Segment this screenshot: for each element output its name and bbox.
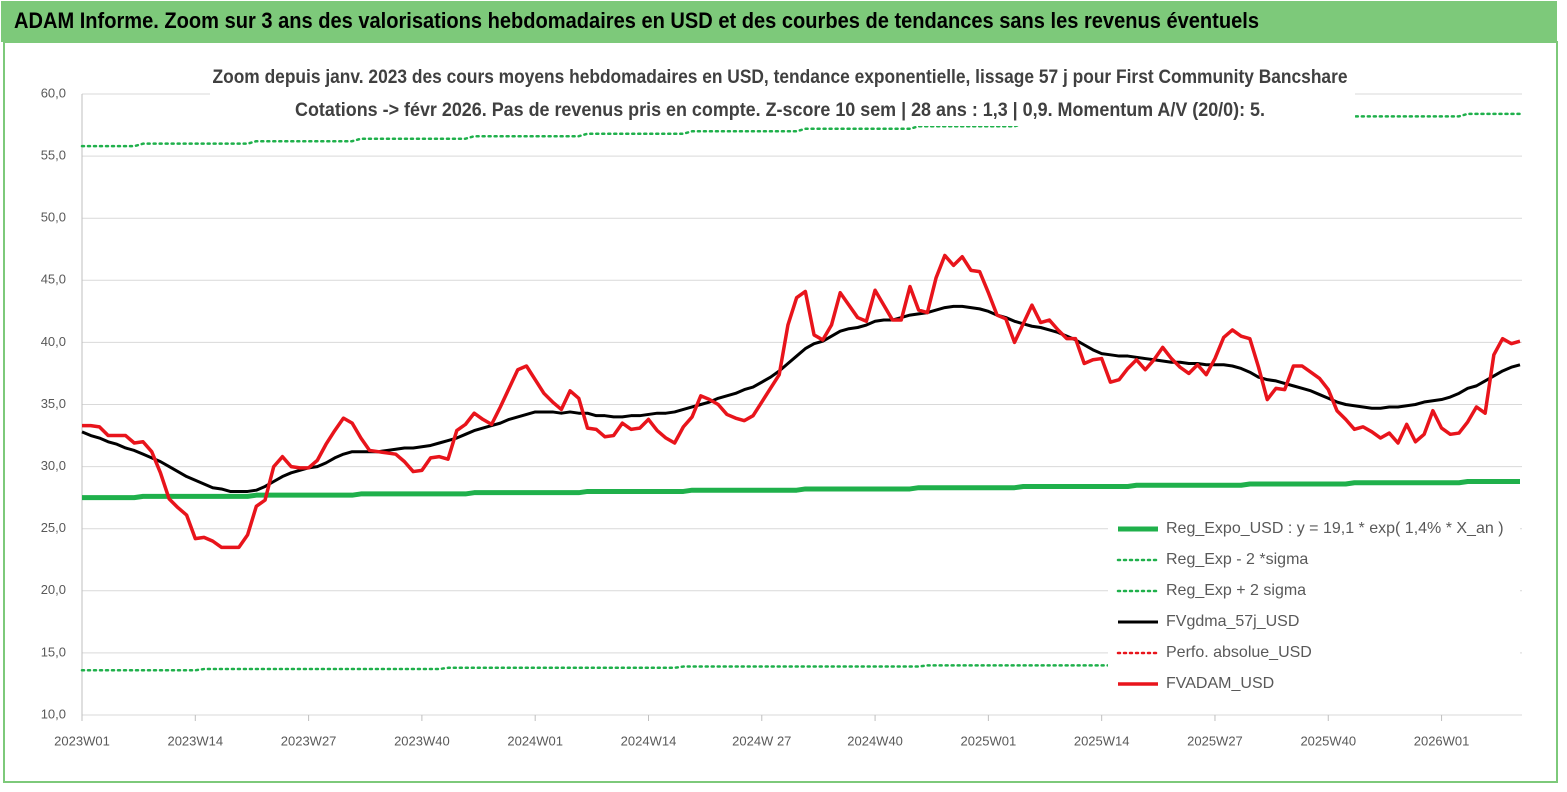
x-tick-label: 2024W 27 [732, 733, 791, 748]
x-tick-label: 2023W01 [54, 733, 110, 748]
x-tick-label: 2026W01 [1414, 733, 1470, 748]
overlay: Zoom depuis janv. 2023 des cours moyens … [210, 62, 1520, 698]
plot-lines [80, 112, 1522, 672]
legend-label: FVADAM_USD [1166, 675, 1274, 692]
y-tick-label: 30,0 [41, 458, 66, 473]
subtitle: Cotations -> févr 2026. Pas de revenus p… [295, 100, 1265, 121]
x-tick-label: 2025W14 [1074, 733, 1130, 748]
x-tick-label: 2024W01 [507, 733, 563, 748]
series-line [82, 253, 1521, 550]
legend: Reg_Expo_USD : y = 19,1 * exp( 1,4% * X_… [1116, 520, 1504, 692]
legend-box [1108, 512, 1520, 698]
y-tick-label: 60,0 [41, 85, 66, 100]
legend-label: Reg_Exp - 2 *sigma [1166, 551, 1308, 568]
x-tick-label: 2025W27 [1187, 733, 1243, 748]
x-tick-label: 2023W27 [281, 733, 337, 748]
y-tick-label: 20,0 [41, 582, 66, 597]
legend-label: Reg_Exp + 2 sigma [1166, 582, 1306, 599]
y-tick-label: 35,0 [41, 396, 66, 411]
x-tick-label: 2023W14 [167, 733, 223, 748]
y-tick-label: 15,0 [41, 644, 66, 659]
legend-label: Reg_Expo_USD : y = 19,1 * exp( 1,4% * X_… [1166, 520, 1504, 537]
legend-label: Perfo. absolue_USD [1166, 644, 1312, 661]
chart-frame [3, 41, 1558, 783]
y-tick-label: 55,0 [41, 148, 66, 163]
y-tick-label: 25,0 [41, 520, 66, 535]
subtitle-box [210, 62, 1355, 126]
legend-label: FVgdma_57j_USD [1166, 613, 1299, 630]
y-tick-label: 50,0 [41, 210, 66, 225]
subtitle: Zoom depuis janv. 2023 des cours moyens … [213, 67, 1348, 88]
x-tick-label: 2023W40 [394, 733, 450, 748]
chart-title: ADAM Informe. Zoom sur 3 ans des valoris… [14, 8, 1259, 33]
x-tick-label: 2024W40 [847, 733, 903, 748]
title-banner [1, 1, 1557, 42]
series-line [82, 479, 1520, 501]
y-tick-label: 10,0 [41, 706, 66, 721]
series-line [81, 304, 1521, 493]
x-tick-label: 2025W01 [961, 733, 1017, 748]
y-tick-label: 40,0 [41, 334, 66, 349]
x-tick-label: 2025W40 [1300, 733, 1356, 748]
x-tick-label: 2024W14 [621, 733, 677, 748]
y-tick-label: 45,0 [41, 272, 66, 287]
